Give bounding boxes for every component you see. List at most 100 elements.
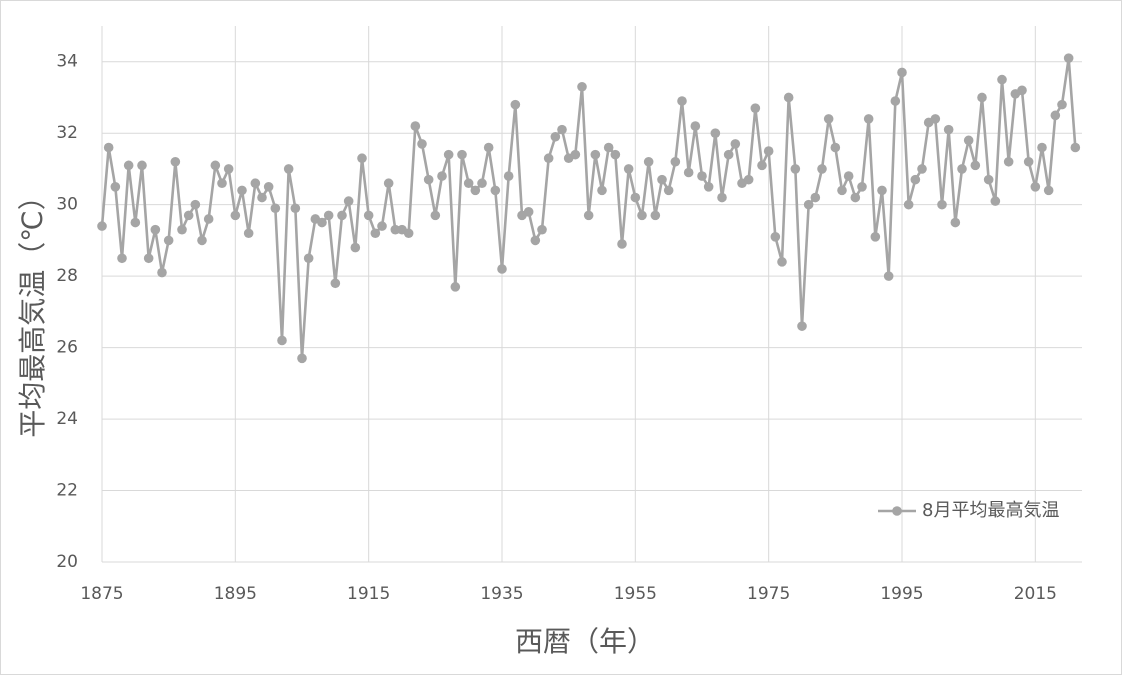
data-point xyxy=(983,174,994,185)
data-point xyxy=(163,235,174,246)
data-point xyxy=(403,228,414,239)
data-point xyxy=(597,185,607,196)
data-point xyxy=(623,164,634,174)
data-point xyxy=(730,139,741,149)
data-point xyxy=(643,156,654,167)
data-point xyxy=(863,114,874,124)
data-point xyxy=(183,210,194,221)
data-point xyxy=(603,142,614,153)
data-point xyxy=(277,335,287,346)
data-point xyxy=(823,114,834,124)
data-point xyxy=(423,174,434,185)
data-point xyxy=(190,199,201,210)
y-tick-label: 28 xyxy=(56,266,78,286)
data-point xyxy=(330,278,341,289)
data-point xyxy=(110,182,121,192)
data-point xyxy=(537,224,547,235)
data-point xyxy=(723,149,734,160)
data-point xyxy=(683,167,694,178)
data-point xyxy=(470,185,481,196)
data-point xyxy=(617,239,627,249)
data-point xyxy=(910,174,921,185)
x-axis-title: 西暦（年） xyxy=(515,625,655,658)
y-tick-label: 34 xyxy=(56,52,78,72)
data-point xyxy=(610,149,621,160)
data-point xyxy=(957,164,967,174)
data-point xyxy=(963,135,974,146)
data-point xyxy=(990,196,1001,206)
y-tick-label: 22 xyxy=(56,481,78,501)
data-point xyxy=(230,210,241,221)
data-point xyxy=(943,124,954,135)
data-point xyxy=(117,253,127,264)
data-point xyxy=(770,232,781,242)
data-point xyxy=(637,210,647,221)
data-point xyxy=(883,271,894,281)
data-point xyxy=(970,160,981,171)
data-point xyxy=(743,174,754,185)
data-point xyxy=(570,149,581,160)
data-point xyxy=(370,228,381,239)
data-point xyxy=(437,171,447,181)
data-point xyxy=(877,185,887,196)
data-point xyxy=(483,142,494,153)
data-point xyxy=(410,121,421,131)
y-tick-label: 30 xyxy=(56,195,78,215)
data-point xyxy=(543,153,554,164)
data-point xyxy=(457,149,467,160)
data-point xyxy=(450,282,461,292)
data-point xyxy=(903,199,914,210)
data-point xyxy=(303,253,314,264)
data-point xyxy=(130,217,141,228)
data-point xyxy=(343,196,354,206)
data-point xyxy=(663,185,674,196)
data-point xyxy=(577,81,587,92)
data-point xyxy=(317,217,327,228)
data-point xyxy=(797,321,807,331)
data-point xyxy=(850,192,861,203)
y-axis-title: 平均最高気温（℃） xyxy=(16,182,49,437)
data-point xyxy=(870,232,881,242)
x-tick-label: 1895 xyxy=(214,584,257,604)
data-point xyxy=(377,221,387,231)
data-point xyxy=(390,224,401,235)
y-tick-label: 26 xyxy=(56,338,78,358)
data-point xyxy=(443,149,454,160)
data-point xyxy=(817,164,827,174)
data-point xyxy=(1003,156,1014,167)
data-point xyxy=(977,92,987,103)
data-point xyxy=(590,149,601,160)
data-point xyxy=(243,228,254,239)
y-tick-label: 24 xyxy=(56,409,78,429)
data-point xyxy=(1050,110,1061,121)
data-point xyxy=(523,207,534,217)
data-point xyxy=(283,164,294,174)
data-point xyxy=(197,235,207,246)
data-point xyxy=(430,210,441,221)
data-point xyxy=(890,96,901,106)
data-point xyxy=(750,103,761,113)
data-point xyxy=(650,210,661,221)
data-point xyxy=(763,146,774,156)
data-point xyxy=(937,199,947,210)
data-point xyxy=(350,242,361,253)
data-point xyxy=(290,203,301,214)
data-point xyxy=(783,92,794,103)
data-point xyxy=(757,160,767,171)
data-point xyxy=(677,96,687,106)
data-point xyxy=(710,128,721,138)
data-point xyxy=(1070,142,1081,153)
data-point xyxy=(217,178,227,189)
data-point xyxy=(257,192,267,203)
x-tick-label: 2015 xyxy=(1014,584,1057,604)
data-point xyxy=(557,124,567,135)
data-point xyxy=(1037,142,1047,153)
data-point xyxy=(697,171,707,181)
y-tick-label: 20 xyxy=(56,552,78,572)
data-point xyxy=(203,214,214,224)
data-point xyxy=(657,174,667,185)
data-point xyxy=(997,74,1007,85)
data-point xyxy=(843,171,854,181)
data-point xyxy=(837,185,847,196)
